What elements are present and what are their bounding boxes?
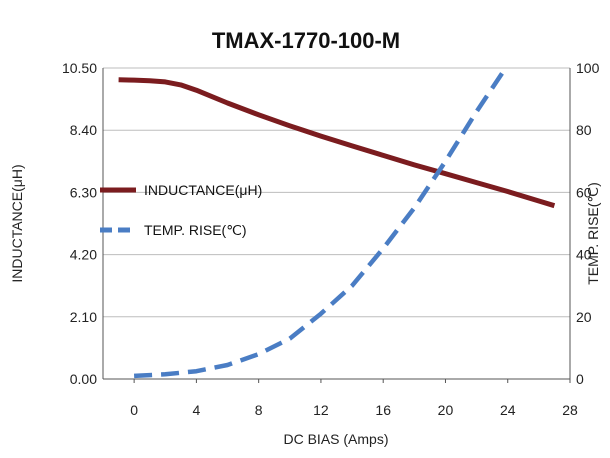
x-tick-label: 0 <box>130 402 138 418</box>
y2-tick-label: 100 <box>576 60 600 76</box>
y2-tick-label: 0 <box>576 371 584 387</box>
y2-tick-label: 40 <box>576 247 592 263</box>
labels: 0.00 2.10 4.20 6.30 8.40 10.50 0 20 40 60 80 100 0 4 8… <box>9 28 601 447</box>
y-tick-label: 2.10 <box>70 309 97 325</box>
plot-area <box>103 68 570 379</box>
x-tick-label: 16 <box>375 402 391 418</box>
legend-label-inductance: INDUCTANCE(μH) <box>144 182 262 198</box>
y-tick-label: 0.00 <box>70 371 97 387</box>
legend: INDUCTANCE(μH) TEMP. RISE(℃) <box>100 182 262 238</box>
x-axis-title: DC BIAS (Amps) <box>283 431 388 447</box>
y2-axis-title: TEMP. RISE(℃) <box>585 182 601 285</box>
y-tick-label: 4.20 <box>70 247 97 263</box>
axes <box>102 68 571 383</box>
x-tick-label: 28 <box>562 402 578 418</box>
chart-title: TMAX-1770-100-M <box>212 28 400 53</box>
temp-rise-line <box>133 68 509 379</box>
x-tick-label: 12 <box>313 402 329 418</box>
y-axis-title: INDUCTANCE(μH) <box>9 164 25 282</box>
x-tick-label: 4 <box>193 402 201 418</box>
x-tick-label: 20 <box>438 402 454 418</box>
inductance-line <box>118 77 556 209</box>
y-tick-label: 6.30 <box>70 184 97 200</box>
series-lines <box>118 68 556 379</box>
x-tick-label: 8 <box>255 402 263 418</box>
y2-tick-label: 60 <box>576 184 592 200</box>
plot-background <box>103 68 570 379</box>
x-tick-label: 24 <box>500 402 516 418</box>
y2-tick-label: 20 <box>576 309 592 325</box>
y-tick-label: 8.40 <box>70 122 97 138</box>
y2-tick-label: 80 <box>576 122 592 138</box>
legend-label-temp-rise: TEMP. RISE(℃) <box>144 222 247 238</box>
y-tick-label: 10.50 <box>62 60 97 76</box>
